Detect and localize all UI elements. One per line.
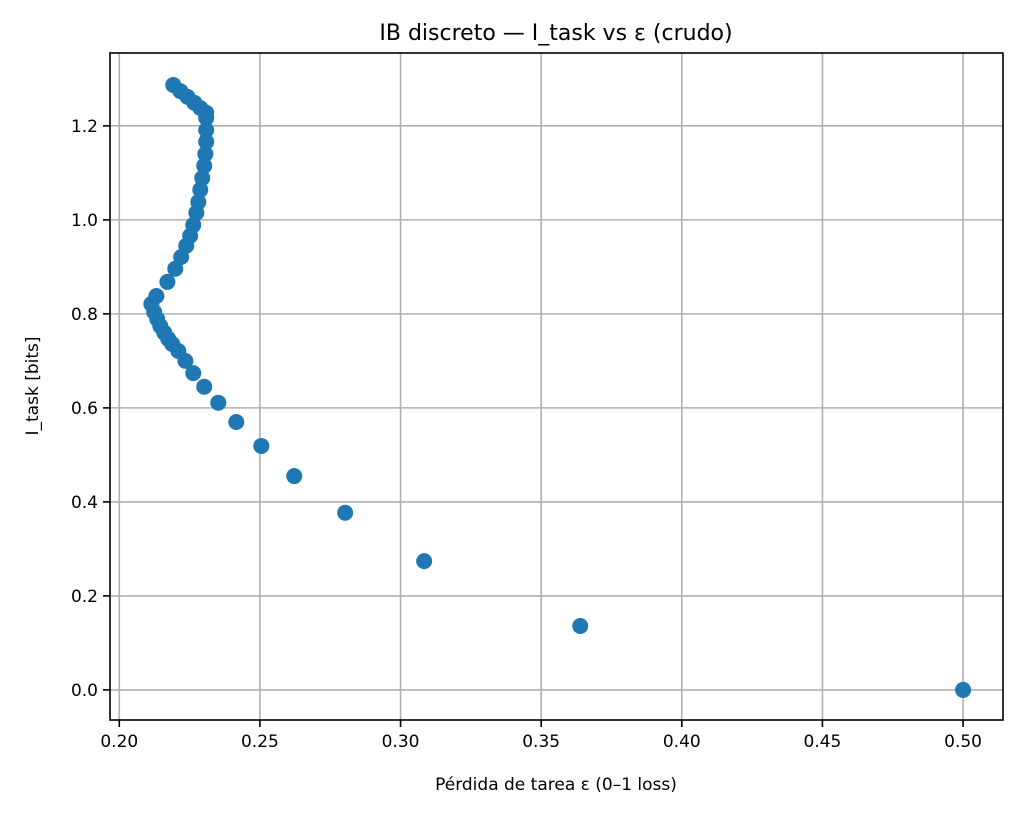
data-point — [148, 288, 165, 305]
grid-lines — [110, 53, 1003, 720]
data-point — [228, 413, 245, 430]
x-tick-label: 0.40 — [663, 732, 701, 752]
axes-frame — [109, 52, 1004, 721]
data-point — [196, 378, 213, 395]
data-point — [185, 217, 202, 234]
x-axis-ticks: 0.20 0.25 0.30 0.35 0.40 0.45 0.50 — [100, 720, 982, 752]
data-point — [210, 394, 227, 411]
data-point — [192, 181, 209, 198]
data-point — [955, 681, 972, 698]
y-axis-ticks: 0.0 0.2 0.4 0.6 0.8 1.0 1.2 — [71, 117, 110, 701]
data-point — [198, 133, 215, 150]
y-tick-label: 0.2 — [71, 587, 98, 607]
data-point — [185, 365, 202, 382]
data-point — [165, 76, 182, 93]
y-tick-label: 1.2 — [71, 117, 98, 137]
x-tick-label: 0.50 — [944, 732, 982, 752]
data-point — [416, 553, 433, 570]
data-point — [572, 617, 589, 634]
data-point — [253, 437, 270, 454]
y-tick-label: 0.0 — [71, 681, 98, 701]
data-point — [159, 273, 176, 290]
x-tick-label: 0.30 — [382, 732, 420, 752]
data-point — [197, 146, 214, 163]
y-tick-label: 0.6 — [71, 399, 98, 419]
y-axis-label: I_task [bits] — [23, 336, 43, 435]
x-tick-label: 0.25 — [241, 732, 279, 752]
x-tick-label: 0.45 — [804, 732, 842, 752]
data-point — [196, 157, 213, 174]
y-tick-label: 0.8 — [71, 305, 98, 325]
x-axis-label: Pérdida de tarea ε (0–1 loss) — [435, 775, 677, 795]
data-points — [143, 76, 972, 698]
data-point — [337, 504, 354, 521]
data-point — [194, 170, 211, 187]
x-tick-label: 0.20 — [100, 732, 138, 752]
data-point — [190, 194, 207, 211]
x-tick-label: 0.35 — [522, 732, 560, 752]
data-point — [286, 468, 303, 485]
chart-title: IB discreto — I_task vs ε (crudo) — [379, 21, 732, 46]
data-point — [198, 122, 215, 139]
y-tick-label: 0.4 — [71, 493, 98, 513]
y-tick-label: 1.0 — [71, 211, 98, 231]
